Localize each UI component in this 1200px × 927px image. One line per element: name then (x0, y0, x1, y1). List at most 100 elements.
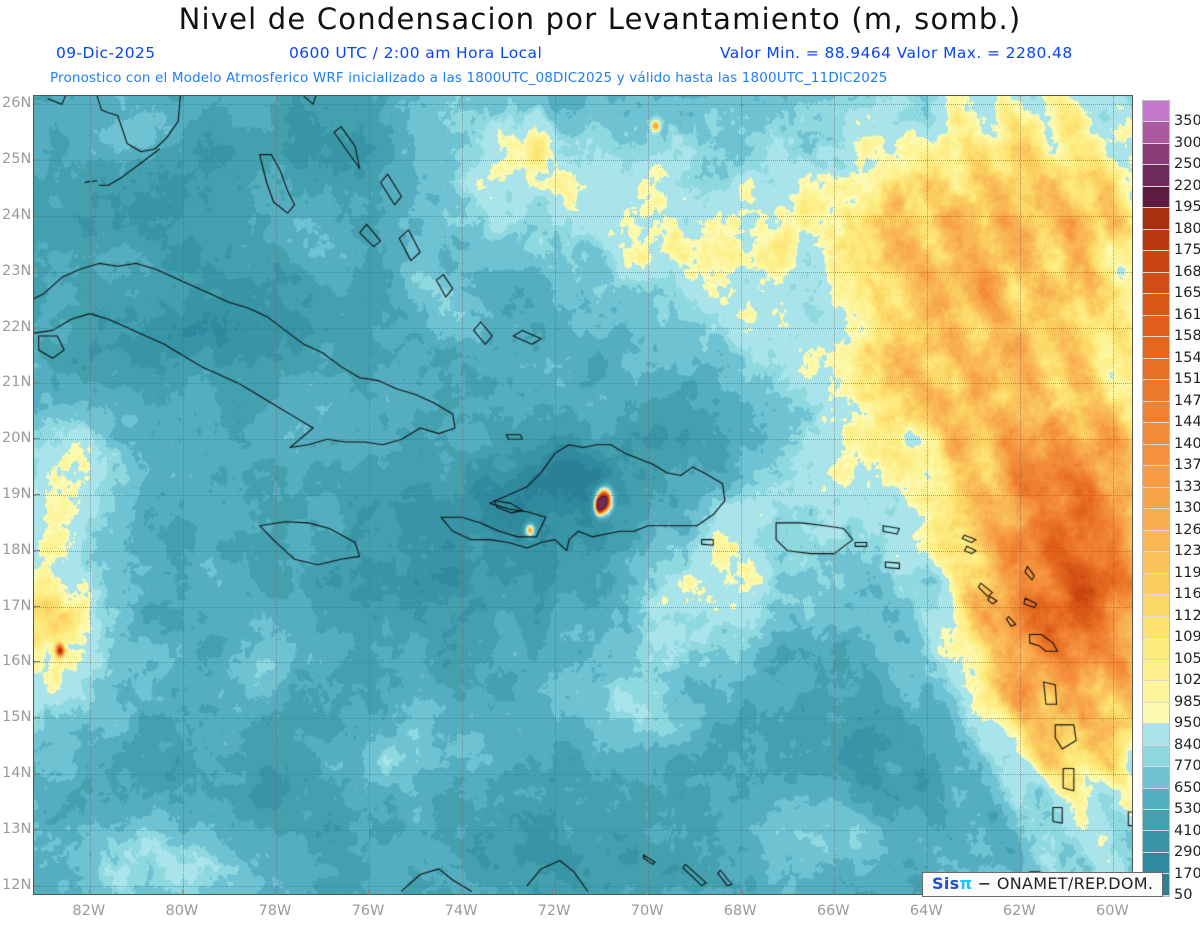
colorbar-tick-label: 410 (1174, 822, 1200, 839)
x-axis-tick-label: 74W (444, 903, 478, 919)
colorbar-tick-label: 950 (1174, 715, 1200, 732)
x-axis-tickmark (833, 889, 835, 895)
colorbar-tick-label: 1650 (1174, 285, 1200, 302)
colorbar-swatch[interactable] (1143, 208, 1169, 230)
colorbar-tick-label: 1440 (1174, 414, 1200, 431)
x-axis-tickmark (647, 889, 649, 895)
x-axis-tickmark (461, 889, 463, 895)
colorbar-tick-label: 1125 (1174, 607, 1200, 624)
colorbar-tick-label: 1800 (1174, 220, 1200, 237)
colorbar-swatch[interactable] (1143, 251, 1169, 273)
colorbar-swatch[interactable] (1143, 358, 1169, 381)
forecast-time: 0600 UTC / 2:00 am Hora Local (289, 44, 543, 62)
sispi-logo-sis: Sis (932, 874, 960, 893)
colorbar-swatch[interactable] (1143, 380, 1169, 402)
y-axis-tick-label: 14N (2, 765, 32, 782)
y-axis-tickmark (34, 270, 40, 272)
colorbar-tick-label: 985 (1174, 693, 1200, 710)
x-axis-tick-label: 80W (165, 903, 199, 919)
colorbar-swatch[interactable] (1143, 229, 1169, 252)
colorbar-tick-label: 1950 (1174, 199, 1200, 216)
colorbar-swatch[interactable] (1143, 681, 1169, 703)
colorbar-tick-label: 1750 (1174, 242, 1200, 259)
y-axis-tick-label: 13N (2, 820, 32, 837)
x-axis-tickmark (367, 889, 369, 895)
colorbar-swatch[interactable] (1143, 552, 1169, 574)
x-axis-tickmark (274, 889, 276, 895)
colorbar-swatch[interactable] (1143, 595, 1169, 617)
colorbar-swatch[interactable] (1143, 573, 1169, 596)
colorbar-tick-label: 1020 (1174, 672, 1200, 689)
x-axis-tick-label: 64W (909, 903, 943, 919)
colorbar-swatch[interactable] (1143, 272, 1169, 295)
colorbar-tick-label: 650 (1174, 779, 1200, 796)
colorbar-swatch[interactable] (1143, 724, 1169, 746)
colorbar-swatch[interactable] (1143, 702, 1169, 725)
y-axis-tickmark (34, 214, 40, 216)
colorbar-tick-label: 1685 (1174, 263, 1200, 280)
x-axis-tick-label: 62W (1002, 903, 1036, 919)
attribution-badge: Sisπ − ONAMET/REP.DOM. (922, 872, 1164, 898)
colorbar-tick-label: 3500 (1174, 113, 1200, 130)
weather-heatmap-canvas (34, 96, 1132, 894)
colorbar-swatch[interactable] (1143, 101, 1169, 123)
x-axis-tickmark (181, 889, 183, 895)
y-axis-tick-label: 26N (2, 95, 32, 112)
colorbar-tick-label: 1335 (1174, 478, 1200, 495)
map-frame[interactable] (33, 95, 1133, 895)
colorbar-swatch[interactable] (1143, 401, 1169, 424)
model-note: Pronostico con el Modelo Atmosferico WRF… (50, 70, 888, 86)
colorbar-swatch[interactable] (1143, 616, 1169, 639)
colorbar-swatch[interactable] (1143, 745, 1169, 768)
colorbar-swatch[interactable] (1143, 186, 1169, 209)
colorbar-tick-label: 1230 (1174, 543, 1200, 560)
colorbar-swatch[interactable] (1143, 509, 1169, 531)
y-axis-tickmark (34, 717, 40, 719)
x-axis-tick-label: 78W (258, 903, 292, 919)
y-axis-tick-label: 22N (2, 318, 32, 335)
y-axis-tickmark (34, 159, 40, 161)
page-title: Nivel de Condensacion por Levantamiento … (178, 2, 1022, 36)
y-axis-tick-label: 24N (2, 206, 32, 223)
x-axis-tickmark (88, 889, 90, 895)
y-axis-tickmark (34, 661, 40, 663)
colorbar-swatch[interactable] (1143, 788, 1169, 810)
x-axis-tick-label: 82W (72, 903, 106, 919)
colorbar-tick-label: 1195 (1174, 564, 1200, 581)
colorbar-swatch[interactable] (1143, 809, 1169, 832)
x-axis-tickmark (740, 889, 742, 895)
y-axis-tick-label: 21N (2, 374, 32, 391)
colorbar-swatch[interactable] (1143, 143, 1169, 166)
colorbar-tick-label: 50 (1174, 887, 1193, 903)
colorbar-swatch[interactable] (1143, 767, 1169, 789)
colorbar-swatch[interactable] (1143, 444, 1169, 467)
colorbar-swatch[interactable] (1143, 638, 1169, 660)
attribution-org: ONAMET/REP.DOM. (996, 874, 1154, 893)
y-axis-tickmark (34, 773, 40, 775)
colorbar-swatch[interactable] (1143, 165, 1169, 187)
colorbar-swatch[interactable] (1143, 487, 1169, 510)
y-axis-tickmark (34, 438, 40, 440)
y-axis-tickmark (34, 884, 40, 886)
colorbar-swatch[interactable] (1143, 466, 1169, 488)
colorbar-swatch[interactable] (1143, 423, 1169, 445)
colorbar-swatch[interactable] (1143, 530, 1169, 553)
colorbar-tick-label: 1265 (1174, 521, 1200, 538)
colorbar-swatch[interactable] (1143, 122, 1169, 144)
x-axis-tick-label: 66W (816, 903, 850, 919)
colorbar-tick-label: 1370 (1174, 457, 1200, 474)
y-axis-tick-label: 23N (2, 262, 32, 279)
colorbar-swatch[interactable] (1143, 294, 1169, 316)
colorbar-tick-label: 1615 (1174, 306, 1200, 323)
colorbar-tick-label: 1475 (1174, 392, 1200, 409)
y-axis-tickmark (34, 549, 40, 551)
colorbar-tick-label: 290 (1174, 844, 1200, 861)
y-axis-tick-label: 18N (2, 541, 32, 558)
colorbar-swatch[interactable] (1143, 659, 1169, 682)
colorbar-tick-label: 3000 (1174, 134, 1200, 151)
colorbar-tick-label: 2500 (1174, 156, 1200, 173)
colorbar-swatch[interactable] (1143, 831, 1169, 853)
colorbar[interactable] (1142, 100, 1170, 897)
colorbar-swatch[interactable] (1143, 315, 1169, 338)
colorbar-swatch[interactable] (1143, 337, 1169, 359)
